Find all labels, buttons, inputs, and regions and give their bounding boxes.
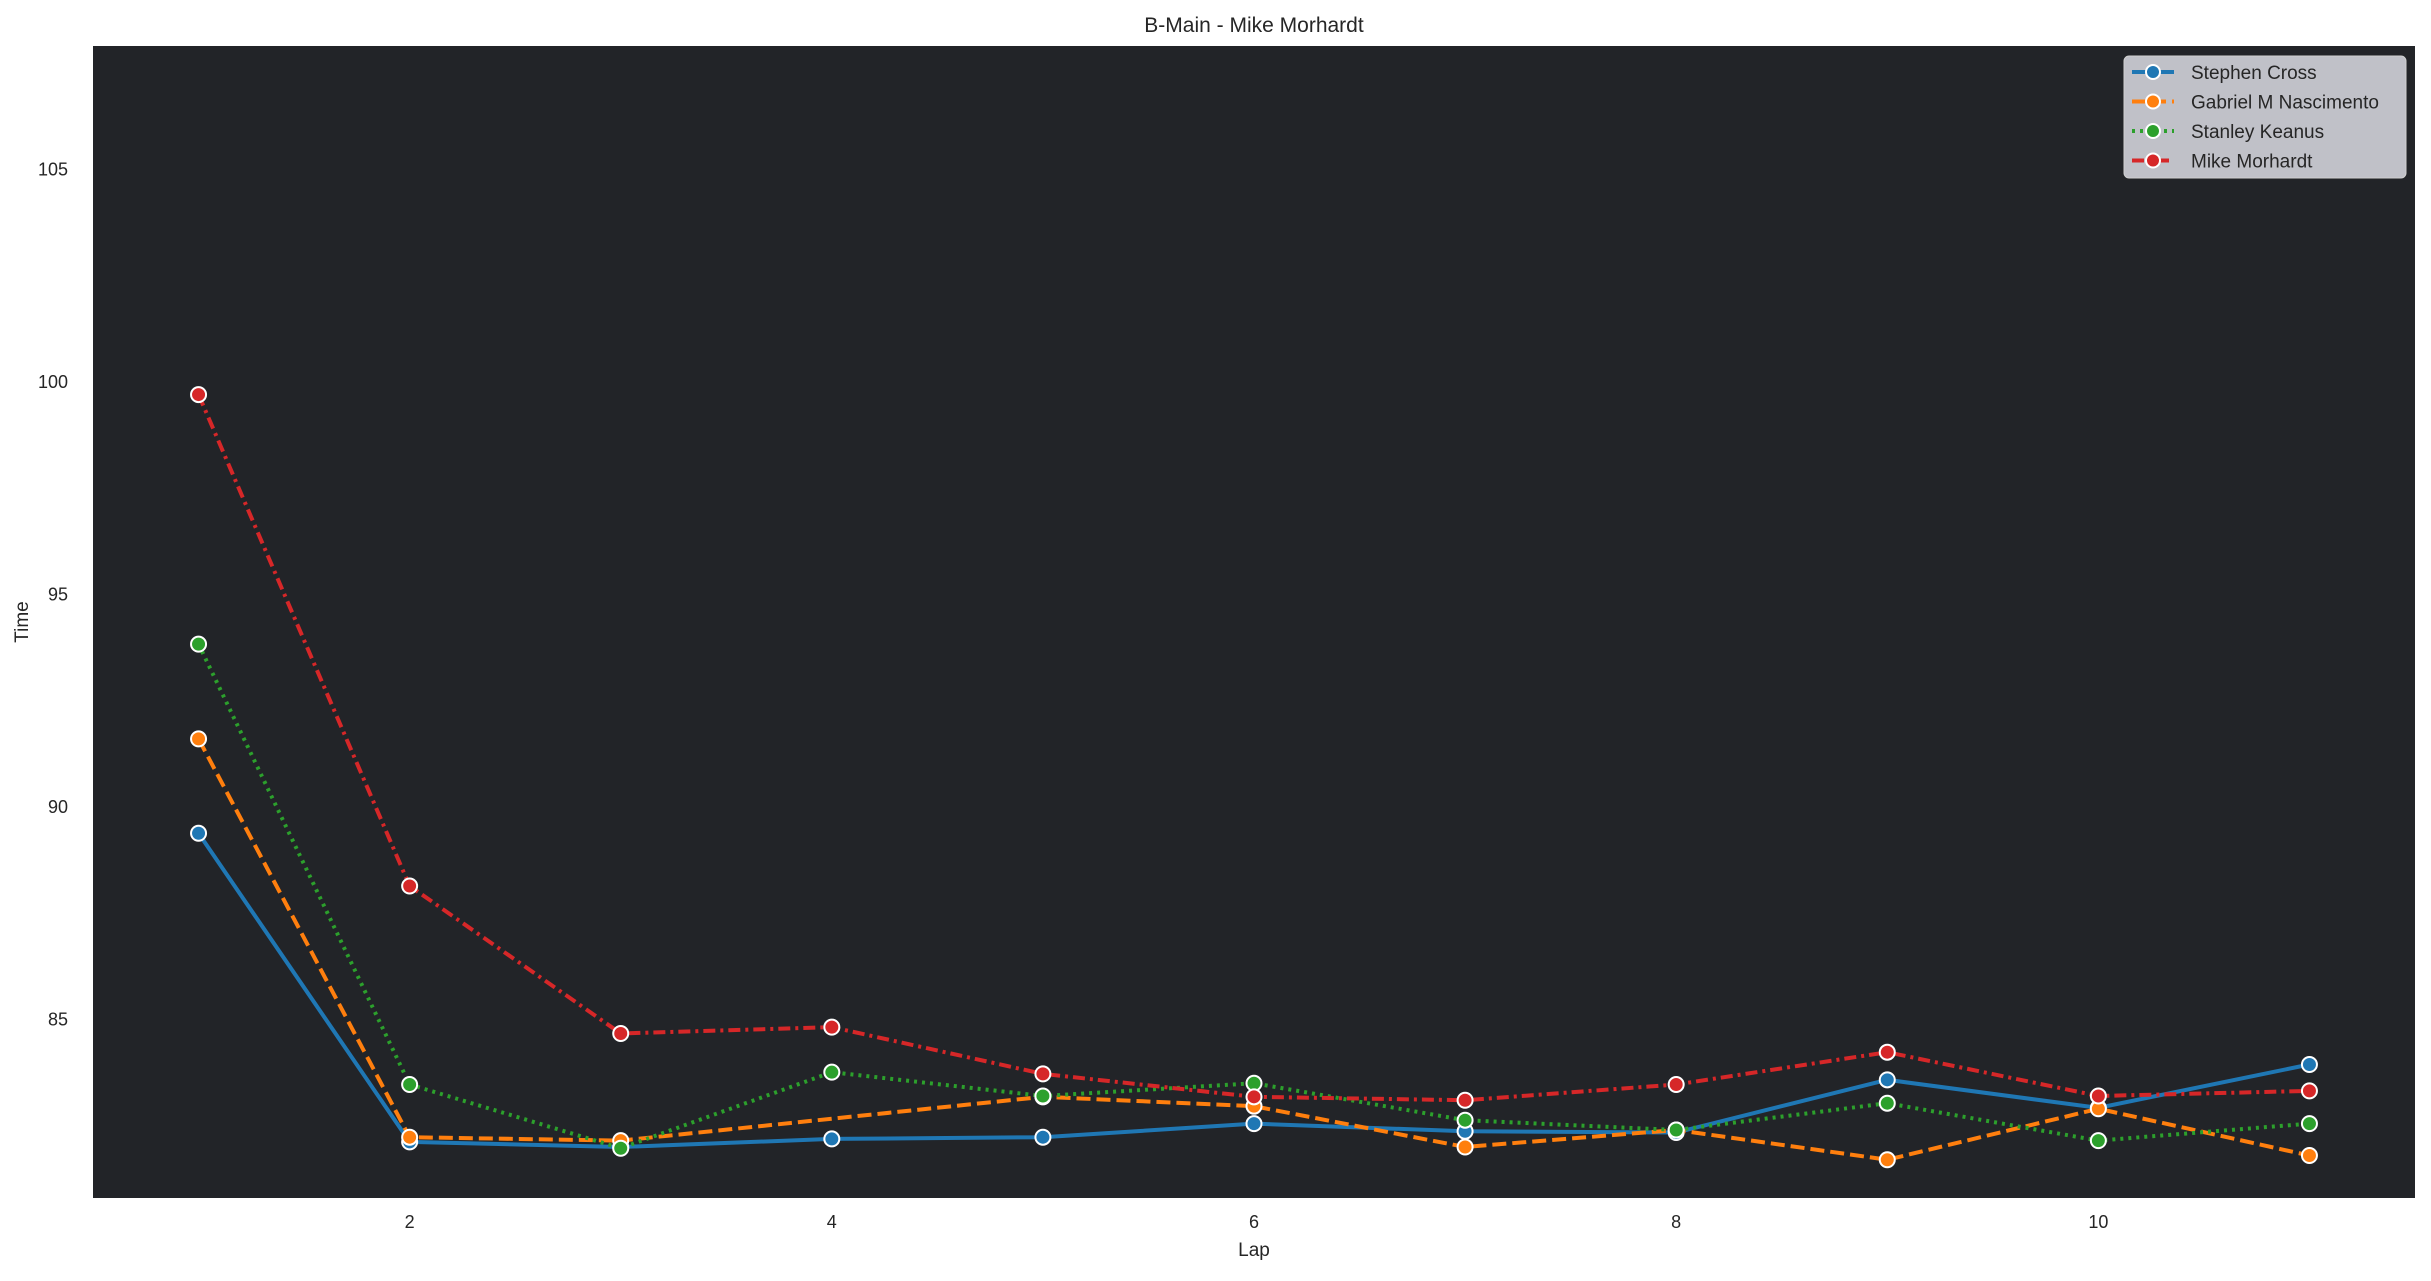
x-tick-label: 2 [405, 1212, 415, 1232]
data-point [1245, 1115, 1263, 1133]
data-point [1456, 1111, 1474, 1129]
data-point [190, 730, 208, 748]
data-point [2089, 1132, 2107, 1150]
legend-label: Gabriel M Nascimento [2191, 93, 2379, 114]
legend-marker [2145, 64, 2161, 80]
data-point [823, 1130, 841, 1148]
data-point [1034, 1128, 1052, 1146]
data-point [1034, 1087, 1052, 1105]
legend-label: Stanley Keanus [2191, 122, 2324, 143]
data-point [823, 1063, 841, 1081]
series-mike-morhardt [190, 386, 2318, 1109]
data-point [1878, 1094, 1896, 1112]
data-point [612, 1139, 630, 1157]
data-point [1667, 1121, 1685, 1139]
data-point [401, 1128, 419, 1146]
legend-marker [2145, 152, 2161, 169]
data-point [1245, 1088, 1263, 1106]
x-tick-label: 4 [827, 1212, 837, 1232]
x-axis-label: Lap [1238, 1240, 1270, 1261]
x-tick-label: 10 [2088, 1212, 2108, 1232]
data-point [1456, 1138, 1474, 1156]
legend-marker [2145, 93, 2161, 110]
legend-label: Stephen Cross [2191, 63, 2317, 84]
y-axis-label: Time [12, 601, 33, 643]
data-point [1878, 1151, 1896, 1169]
data-point [823, 1018, 841, 1036]
data-point [1878, 1043, 1896, 1061]
data-point [1667, 1076, 1685, 1094]
data-point [190, 824, 208, 842]
data-point [612, 1024, 630, 1042]
legend-label: Mike Morhardt [2191, 152, 2313, 173]
y-tick-label: 100 [38, 372, 68, 392]
series-stanley-keanus [190, 635, 2318, 1157]
data-point [2300, 1115, 2318, 1133]
x-tick-label: 6 [1249, 1212, 1259, 1232]
data-point [2300, 1146, 2318, 1164]
plot-background [93, 46, 2415, 1198]
data-point [2300, 1082, 2318, 1100]
data-point [1456, 1091, 1474, 1109]
y-tick-label: 90 [48, 797, 68, 817]
data-point [190, 386, 208, 404]
data-point [190, 635, 208, 653]
legend: Stephen Cross Gabriel M Nascimento Stanley… [2123, 55, 2407, 179]
y-tick-label: 95 [48, 584, 68, 604]
data-point [2089, 1087, 2107, 1105]
chart-title: B-Main - Mike Morhardt [1144, 14, 1364, 37]
legend-marker [2145, 123, 2161, 139]
data-point [1878, 1071, 1896, 1089]
data-point [2300, 1056, 2318, 1074]
legend-box [2123, 55, 2407, 179]
x-tick-label: 8 [1671, 1212, 1681, 1232]
y-tick-label: 85 [48, 1009, 68, 1029]
data-point [401, 1076, 419, 1094]
y-tick-label: 105 [38, 159, 68, 179]
data-point [401, 877, 419, 895]
data-point [1034, 1065, 1052, 1083]
series-line [196, 737, 2310, 1162]
